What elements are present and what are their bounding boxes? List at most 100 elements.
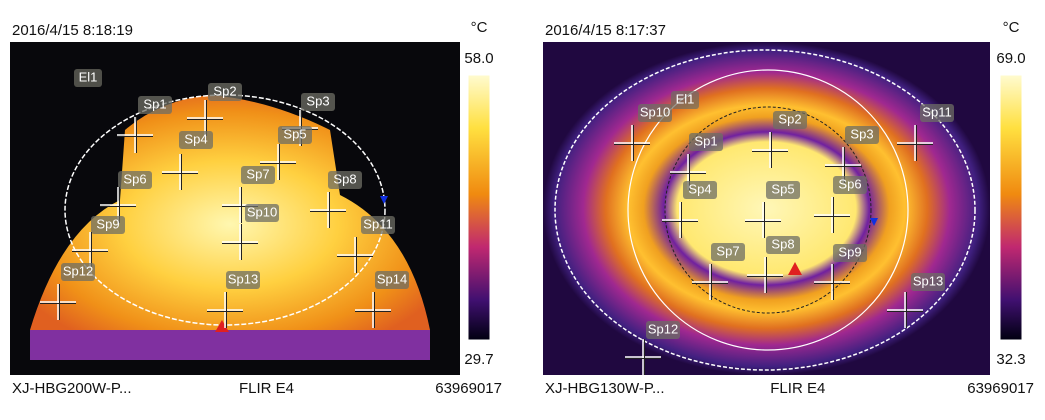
spot-marker: Sp3 (282, 93, 335, 146)
region-label: El1 (79, 69, 98, 84)
spot-label: Sp9 (96, 216, 119, 231)
crosshair (625, 339, 661, 375)
spot-label: Sp7 (716, 243, 739, 258)
crosshair-shadow (117, 117, 153, 153)
crosshair-shadow (355, 292, 391, 328)
crosshair (72, 232, 108, 268)
spot-marker: Sp8 (310, 171, 362, 228)
serial: 63969017 (967, 380, 1034, 397)
spot-label-bg (646, 321, 680, 339)
spot-label-bg (845, 126, 879, 144)
crosshair-shadow (337, 237, 373, 273)
lamp-heat (30, 95, 430, 330)
spot-label-bg (689, 133, 723, 151)
timestamp: 2016/4/15 8:18:19 (12, 22, 133, 39)
crosshair-shadow (692, 264, 728, 300)
crosshair (222, 224, 258, 260)
spot-label-bg (711, 243, 745, 261)
spot-label: Sp14 (377, 271, 407, 286)
spot-marker: Sp2 (187, 83, 242, 136)
spot-label: Sp1 (694, 133, 717, 148)
spot-label: Sp6 (838, 176, 861, 191)
spot-marker: Sp11 (897, 104, 954, 161)
crosshair (692, 264, 728, 300)
spot-label-bg (179, 131, 213, 149)
crosshair (337, 237, 373, 273)
spot-label-bg (911, 273, 945, 291)
spot-label-bg (833, 244, 867, 262)
spot-label: Sp12 (63, 263, 93, 278)
spot-marker: Sp2 (752, 111, 807, 168)
spot-marker: Sp10 (222, 204, 279, 260)
timestamp: 2016/4/15 8:17:37 (545, 22, 666, 39)
hot-marker (788, 262, 802, 275)
scale-min: 32.3 (996, 351, 1025, 368)
crosshair (355, 292, 391, 328)
cold-marker (380, 196, 388, 204)
crosshair-shadow (752, 132, 788, 168)
spot-marker: Sp9 (72, 216, 125, 268)
crosshair-shadow (897, 125, 933, 161)
model: XJ-HBG200W-P... (12, 380, 132, 397)
crosshair (162, 154, 198, 190)
spot-label-bg (138, 96, 172, 114)
crosshair-shadow (310, 192, 346, 228)
crosshair (814, 264, 850, 300)
crosshair-shadow (814, 264, 850, 300)
spot-label: Sp8 (771, 236, 794, 251)
spot-label-bg (361, 216, 395, 234)
crosshair-shadow (187, 100, 223, 136)
crosshair (887, 292, 923, 328)
spot-marker: Sp7 (222, 166, 275, 223)
crosshair (207, 292, 243, 328)
spot-label: Sp11 (363, 216, 392, 231)
hot-marker (215, 320, 229, 332)
spot-label-bg (226, 271, 260, 289)
spot-label-bg (118, 171, 152, 189)
spot-marker: Sp8 (747, 236, 800, 293)
spot-marker: Sp5 (745, 181, 800, 238)
spot-label: Sp2 (778, 111, 801, 126)
spot-label-bg (766, 236, 800, 254)
spot-marker: Sp6 (100, 171, 152, 223)
spot-marker: Sp4 (662, 181, 717, 238)
spot-label: Sp1 (143, 96, 166, 111)
spot-label-bg (91, 216, 125, 234)
measure-circle (664, 106, 872, 314)
crosshair-shadow (260, 144, 296, 180)
spot-marker: Sp9 (814, 244, 867, 300)
spot-label: Sp7 (246, 166, 269, 181)
spot-marker: Sp1 (670, 133, 723, 190)
spot-label: Sp3 (850, 126, 873, 141)
spot-label: Sp5 (771, 181, 794, 196)
spot-label: Sp12 (648, 321, 678, 336)
crosshair (662, 202, 698, 238)
spot-label: Sp3 (306, 93, 329, 108)
crosshair-shadow (614, 125, 650, 161)
crosshair (897, 125, 933, 161)
region-label-bg (671, 91, 699, 109)
crosshair (745, 202, 781, 238)
crosshair (614, 125, 650, 161)
unit: °C (471, 19, 488, 36)
spot-label: Sp10 (247, 204, 277, 219)
crosshair-shadow (747, 257, 783, 293)
spot-label-bg (61, 263, 95, 281)
scale-min: 29.7 (464, 351, 493, 368)
color-bar (467, 74, 491, 341)
crosshair-shadow (222, 224, 258, 260)
camera: FLIR E4 (239, 380, 294, 397)
crosshair-shadow (207, 292, 243, 328)
crosshair (310, 192, 346, 228)
spot-label-bg (638, 104, 672, 122)
crosshair (40, 284, 76, 320)
spot-label: Sp6 (123, 171, 146, 186)
crosshair-shadow (40, 284, 76, 320)
spot-marker: Sp14 (355, 271, 409, 328)
crosshair-shadow (72, 232, 108, 268)
crosshair-shadow (162, 154, 198, 190)
region-label: El1 (676, 91, 695, 106)
spot-marker: Sp1 (117, 96, 172, 153)
spot-label-bg (375, 271, 409, 289)
